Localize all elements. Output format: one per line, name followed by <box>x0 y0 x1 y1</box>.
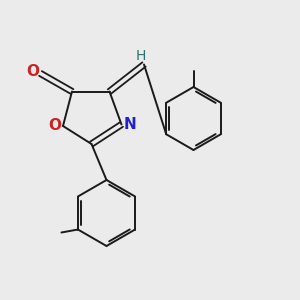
Text: O: O <box>26 64 39 79</box>
Text: O: O <box>48 118 62 134</box>
Text: H: H <box>135 49 146 63</box>
Text: N: N <box>123 117 136 132</box>
